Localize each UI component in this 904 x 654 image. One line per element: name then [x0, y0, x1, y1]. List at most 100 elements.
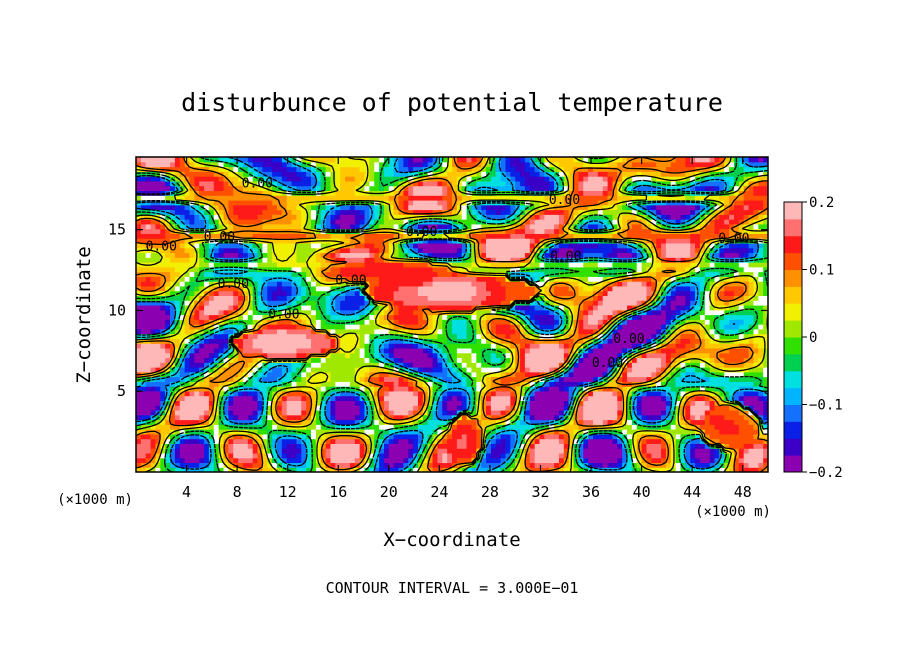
field-cell	[578, 290, 584, 297]
field-cell	[714, 376, 720, 382]
field-cell	[471, 333, 477, 339]
field-cell	[529, 319, 536, 325]
field-cell	[510, 462, 516, 468]
field-cell	[554, 319, 560, 325]
field-cell	[748, 419, 755, 425]
field-cell	[573, 290, 579, 297]
field-cell	[340, 376, 346, 382]
field-cell	[763, 376, 768, 382]
field-cell	[612, 343, 618, 349]
field-cell	[422, 347, 429, 354]
field-cell	[413, 304, 419, 311]
field-cell	[383, 367, 390, 373]
field-cell	[208, 352, 215, 359]
field-cell	[763, 357, 768, 363]
field-cell	[495, 438, 502, 444]
field-cell	[145, 452, 152, 459]
field-cell	[170, 376, 176, 382]
field-cell	[311, 295, 317, 301]
field-cell	[267, 457, 273, 464]
field-cell	[442, 448, 448, 454]
field-cell	[627, 452, 633, 459]
field-cell	[160, 438, 166, 444]
field-cell	[335, 424, 341, 430]
field-cell	[627, 333, 633, 339]
field-cell	[515, 333, 521, 339]
field-cell	[374, 386, 380, 392]
field-cell	[242, 367, 249, 373]
field-cell	[340, 367, 346, 373]
field-cell	[242, 343, 249, 349]
field-cell	[301, 419, 307, 425]
field-cell	[170, 371, 176, 378]
field-cell	[403, 324, 409, 330]
field-cell	[670, 429, 677, 435]
field-cell	[247, 438, 254, 444]
field-cell	[306, 328, 312, 335]
field-cell	[738, 314, 745, 320]
field-cell	[476, 419, 482, 425]
field-cell	[422, 409, 429, 416]
field-cell	[753, 429, 759, 435]
field-cell	[456, 395, 463, 402]
field-cell	[617, 448, 623, 454]
field-cell	[724, 414, 730, 421]
field-cell	[267, 371, 273, 378]
field-cell	[136, 409, 142, 416]
field-cell	[267, 467, 273, 472]
field-cell	[165, 314, 171, 320]
field-cell	[247, 409, 254, 416]
field-cell	[452, 467, 458, 472]
field-cell	[194, 467, 200, 472]
field-cell	[636, 295, 643, 301]
field-cell	[476, 309, 482, 316]
field-cell	[213, 448, 220, 454]
field-cell	[597, 309, 604, 316]
field-cell	[568, 438, 575, 444]
field-cell	[597, 457, 604, 464]
field-cell	[490, 381, 497, 387]
field-cell	[170, 438, 176, 444]
field-cell	[510, 343, 516, 349]
field-cell	[184, 371, 191, 378]
field-cell	[641, 414, 648, 421]
field-cell	[714, 457, 720, 464]
field-cell	[140, 433, 147, 440]
field-cell	[247, 376, 254, 382]
field-cell	[500, 395, 507, 402]
field-cell	[490, 328, 497, 335]
field-cell	[145, 400, 152, 406]
field-cell	[140, 357, 147, 363]
field-cell	[320, 362, 327, 368]
field-cell	[315, 347, 322, 354]
field-cell	[704, 424, 711, 430]
field-cell	[150, 290, 157, 297]
field-cell	[442, 452, 448, 459]
field-cell	[471, 414, 477, 421]
field-cell	[500, 390, 507, 397]
field-cell	[369, 467, 375, 472]
field-cell	[369, 438, 375, 444]
field-cell	[524, 314, 531, 320]
field-cell	[685, 381, 691, 387]
field-cell	[641, 314, 648, 320]
field-cell	[456, 333, 463, 339]
field-cell	[661, 462, 667, 468]
field-cell	[748, 319, 755, 325]
field-cell	[281, 347, 288, 354]
field-cell	[383, 319, 390, 325]
field-cell	[267, 429, 273, 435]
field-cell	[262, 409, 268, 416]
field-cell	[490, 390, 497, 397]
field-cell	[218, 462, 225, 468]
field-cell	[612, 357, 618, 363]
field-cell	[665, 467, 672, 472]
field-cell	[709, 457, 716, 464]
field-cell	[301, 395, 307, 402]
field-cell	[306, 290, 312, 297]
field-cell	[490, 438, 497, 444]
field-cell	[379, 333, 385, 339]
field-cell	[636, 367, 643, 373]
field-cell	[568, 367, 575, 373]
field-cell	[325, 352, 332, 359]
